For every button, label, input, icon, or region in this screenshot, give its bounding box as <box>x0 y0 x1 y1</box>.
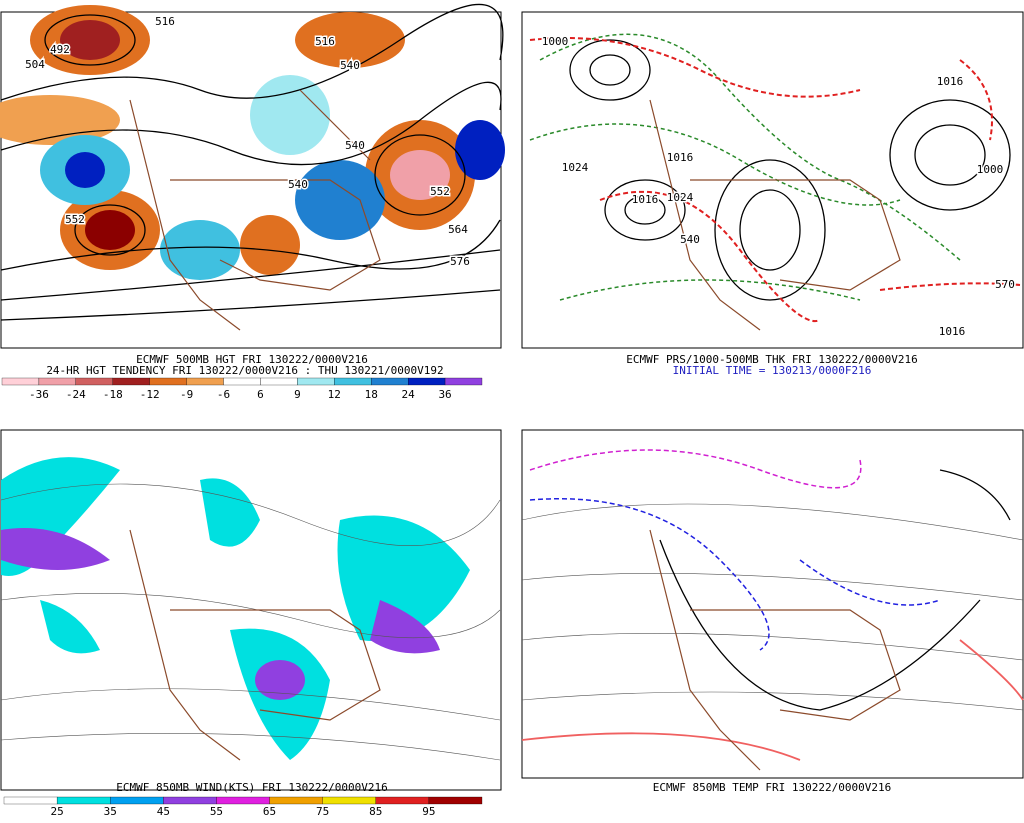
colorbar-swatch <box>223 377 261 386</box>
contour-label: 540 <box>345 139 365 152</box>
contour-label: 1016 <box>937 75 964 88</box>
colorbar-swatch <box>149 377 187 386</box>
contour-label: 576 <box>450 255 470 268</box>
colorbar-swatch <box>75 377 113 386</box>
colorbar-label: -24 <box>66 388 86 401</box>
panel-pressure <box>521 11 1024 349</box>
caption: ECMWF PRS/1000-500MB THK FRI 130222/0000… <box>626 353 917 366</box>
colorbar-swatch <box>38 377 76 386</box>
contour-label: 1000 <box>977 163 1004 176</box>
contour-label: 504 <box>25 58 45 71</box>
colorbar-tendency: -36 -24 -18 -12 -9 -6 6 9 12 18 24 36 <box>1 377 483 401</box>
contour-label: 1016 <box>939 325 966 338</box>
colorbar-swatch <box>163 796 217 805</box>
colorbar-swatch <box>297 377 335 386</box>
colorbar-label: 18 <box>365 388 378 401</box>
colorbar-label: 65 <box>263 805 276 818</box>
colorbar-label: 55 <box>210 805 223 818</box>
colorbar-swatch <box>3 796 58 805</box>
contour-label: 540 <box>340 59 360 72</box>
colorbar-swatch <box>334 377 372 386</box>
colorbar-swatch <box>375 796 430 805</box>
colorbar-label: -12 <box>140 388 160 401</box>
contour-label: 552 <box>430 185 450 198</box>
colorbar-label: -9 <box>180 388 193 401</box>
colorbar-label: 45 <box>157 805 170 818</box>
colorbar-label: 25 <box>50 805 63 818</box>
contour-label: 1016 <box>667 151 694 164</box>
contour-label: 540 <box>288 178 308 191</box>
contour-label: 492 <box>50 43 70 56</box>
contour-label: 564 <box>448 223 468 236</box>
panel-wind <box>0 429 502 791</box>
contour-label: 570 <box>995 278 1015 291</box>
colorbar-label: 75 <box>316 805 329 818</box>
caption: ECMWF 500MB HGT FRI 130222/0000V216 <box>136 353 368 366</box>
colorbar-swatch <box>186 377 224 386</box>
contour-label: 1016 <box>632 193 659 206</box>
colorbar-swatch <box>260 377 298 386</box>
colorbar-swatch <box>444 377 483 386</box>
colorbar-swatch <box>1 377 40 386</box>
colorbar-label: 6 <box>257 388 264 401</box>
colorbar-label: 85 <box>369 805 382 818</box>
colorbar-label: -36 <box>29 388 49 401</box>
colorbar-swatch <box>322 796 376 805</box>
caption: 24-HR HGT TENDENCY FRI 130222/0000V216 :… <box>46 364 443 377</box>
contour-label: 1024 <box>562 161 589 174</box>
colorbar-label: 24 <box>402 388 416 401</box>
colorbar-label: 9 <box>294 388 301 401</box>
colorbar-label: 35 <box>104 805 117 818</box>
contour-label: 552 <box>65 213 85 226</box>
contour-label: 540 <box>680 233 700 246</box>
caption: ECMWF 850MB WIND(KTS) FRI 130222/0000V21… <box>116 781 388 794</box>
colorbar-swatch <box>269 796 323 805</box>
colorbar-swatch <box>110 796 164 805</box>
colorbar-swatch <box>216 796 270 805</box>
colorbar-label: 36 <box>438 388 451 401</box>
colorbar-swatch <box>408 377 446 386</box>
colorbar-label: 12 <box>328 388 341 401</box>
colorbar-label: 95 <box>422 805 435 818</box>
contour-label: 516 <box>315 35 335 48</box>
colorbar-label: -6 <box>217 388 230 401</box>
colorbar-wind: 25 35 45 55 65 75 85 95 <box>3 796 483 818</box>
contour-label: 516 <box>155 15 175 28</box>
caption: INITIAL TIME = 130213/0000F216 <box>673 364 872 377</box>
colorbar-swatch <box>428 796 483 805</box>
caption: ECMWF 850MB TEMP FRI 130222/0000V216 <box>653 781 891 794</box>
panel-500mb <box>0 3 505 349</box>
panel-temp <box>521 429 1024 779</box>
colorbar-swatch <box>371 377 409 386</box>
colorbar-label: -18 <box>103 388 123 401</box>
colorbar-swatch <box>112 377 150 386</box>
contour-label: 1000 <box>542 35 569 48</box>
contour-label: 1024 <box>667 191 694 204</box>
colorbar-swatch <box>56 796 111 805</box>
